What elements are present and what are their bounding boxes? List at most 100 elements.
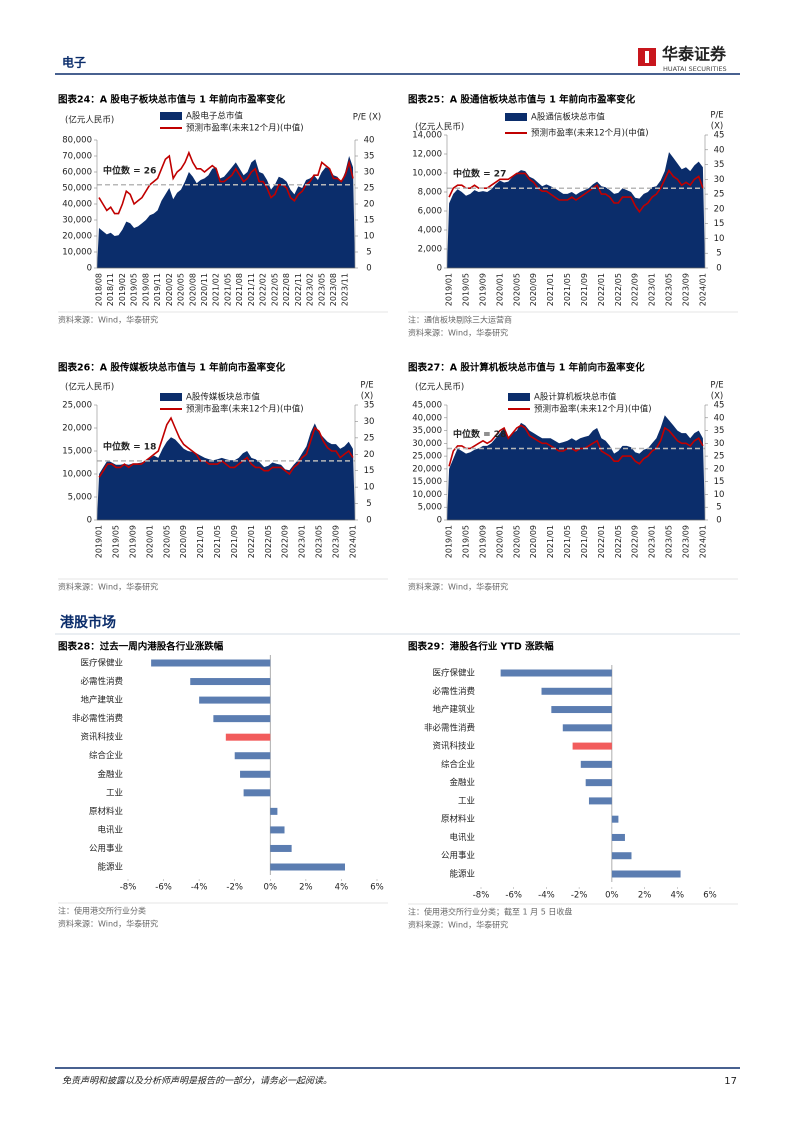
category-label: 能源业 — [449, 869, 475, 880]
x-tick-label: 2019/05 — [130, 273, 139, 306]
x-tick-label: 2024/01 — [698, 273, 707, 306]
x-tick-label: 2021/01 — [546, 273, 555, 306]
category-label: 原材料业 — [89, 806, 123, 817]
bar — [270, 863, 345, 871]
y2-tick-label: 20 — [364, 200, 375, 210]
x-tick-label: 2019/09 — [128, 525, 137, 558]
header-section: 电子 — [62, 55, 86, 70]
y-tick-label: 40,000 — [412, 413, 442, 423]
bar — [270, 826, 285, 834]
x-tick-label: 2022/05 — [614, 525, 623, 558]
bar — [234, 752, 271, 760]
y2-tick-label: 20 — [714, 464, 725, 474]
x-tick-label: 2022/11 — [294, 273, 303, 306]
market-cap-area — [97, 423, 355, 520]
pe-line — [98, 416, 354, 478]
y-tick-label: 30,000 — [412, 439, 442, 449]
x-tick-label: 2023/05 — [315, 525, 324, 558]
x-tick-label: 2022/01 — [597, 525, 606, 558]
x-tick-label: 2022/05 — [614, 273, 623, 306]
logo-icon-mark — [645, 51, 649, 63]
y-tick-label: 70,000 — [62, 152, 92, 162]
bar — [213, 715, 271, 723]
y2-tick-label: 30 — [714, 175, 725, 185]
y2-tick-label: 5 — [366, 499, 371, 509]
footer-disclaimer: 免责声明和披露以及分析师声明是报告的一部分，请务必一起阅读。 — [62, 1076, 332, 1087]
x-tick-label: 2019/09 — [478, 273, 487, 306]
x-tick-label: 2019/09 — [478, 525, 487, 558]
bar — [611, 833, 625, 841]
y2-tick-label: 10 — [714, 234, 725, 244]
x-tick-label: 2021/01 — [196, 525, 205, 558]
legend-label: A股电子总市值 — [186, 111, 243, 122]
y-tick-label: 10,000 — [412, 169, 442, 179]
legend-label: A股通信板块总市值 — [531, 112, 605, 123]
y-tick-label: 10,000 — [412, 490, 442, 500]
y-tick-label: 6,000 — [418, 207, 442, 217]
y-axis-title: (亿元人民币) — [415, 122, 464, 133]
x-tick-label: 2021/08 — [235, 273, 244, 306]
market-cap-area — [97, 156, 355, 268]
y2-tick-label: 25 — [364, 433, 375, 443]
chart-note: 资料来源：Wind，华泰研究 — [58, 315, 158, 325]
y-axis-title: (亿元人民币) — [415, 382, 464, 393]
x-tick-label: 2022/09 — [631, 273, 640, 306]
x-tick-label: 2023/09 — [681, 273, 690, 306]
bar — [199, 696, 271, 704]
y-axis-title: (亿元人民币) — [65, 382, 114, 393]
y-tick-label: 25,000 — [62, 401, 92, 411]
y2-tick-label: 5 — [716, 249, 721, 259]
x-tick-label: 2% — [638, 891, 652, 901]
logo-text: 华泰证券 — [662, 45, 727, 64]
x-tick-label: 2023/02 — [306, 273, 315, 306]
x-tick-label: 2019/08 — [141, 273, 150, 306]
x-tick-label: 2023/05 — [665, 525, 674, 558]
category-label: 非必需性消费 — [424, 722, 476, 733]
bar — [541, 687, 612, 695]
chart-note: 资料来源：Wind，华泰研究 — [408, 328, 508, 338]
category-label: 非必需性消费 — [72, 713, 124, 724]
y-tick-label: 0 — [437, 264, 442, 274]
y2-axis-title: P/E (X) — [353, 113, 382, 123]
category-label: 医疗保健业 — [80, 658, 123, 669]
chart-note: 资料来源：Wind，华泰研究 — [58, 582, 158, 592]
x-tick-label: 2019/05 — [462, 273, 471, 306]
x-tick-label: 2023/01 — [648, 525, 657, 558]
chart-title: 图表24：A 股电子板块总市值与 1 年前向市盈率变化 — [58, 94, 286, 106]
category-label: 资讯科技业 — [432, 741, 475, 752]
category-label: 地产建筑业 — [432, 704, 475, 715]
y2-tick-label: 0 — [716, 516, 721, 526]
category-label: 工业 — [458, 795, 475, 806]
y2-tick-label: 15 — [364, 216, 375, 226]
y-tick-label: 20,000 — [62, 232, 92, 242]
chart-title: 图表27：A 股计算机板块总市值与 1 年前向市盈率变化 — [408, 362, 645, 374]
x-tick-label: 2020/01 — [145, 525, 154, 558]
x-tick-label: 2020/05 — [512, 273, 521, 306]
y2-tick-label: 25 — [364, 184, 375, 194]
x-tick-label: 2021/05 — [223, 273, 232, 306]
bar — [270, 807, 278, 815]
y2-tick-label: 40 — [714, 145, 725, 155]
category-label: 工业 — [106, 787, 123, 798]
y2-axis-title: (X) — [361, 392, 373, 402]
x-tick-label: 2019/01 — [445, 273, 454, 306]
market-cap-area — [447, 152, 705, 268]
x-tick-label: -6% — [505, 891, 522, 901]
x-tick-label: 6% — [370, 883, 384, 893]
category-label: 公用事业 — [441, 850, 475, 861]
y2-tick-label: 30 — [364, 417, 375, 427]
y-tick-label: 2,000 — [418, 245, 442, 255]
bar — [270, 844, 292, 852]
x-tick-label: 2022/01 — [247, 525, 256, 558]
y2-tick-label: 40 — [364, 136, 375, 146]
y2-tick-label: 45 — [714, 131, 725, 141]
x-tick-label: 2023/05 — [317, 273, 326, 306]
bar — [580, 760, 612, 768]
x-tick-label: 2023/01 — [648, 273, 657, 306]
category-label: 地产建筑业 — [80, 695, 123, 706]
chart-note: 资料来源：Wind，华泰研究 — [58, 919, 158, 929]
chart-title: 图表26：A 股传媒板块总市值与 1 年前向市盈率变化 — [58, 362, 286, 374]
y2-axis-title: P/E — [710, 111, 723, 121]
bar — [611, 870, 681, 878]
x-tick-label: -8% — [120, 883, 137, 893]
